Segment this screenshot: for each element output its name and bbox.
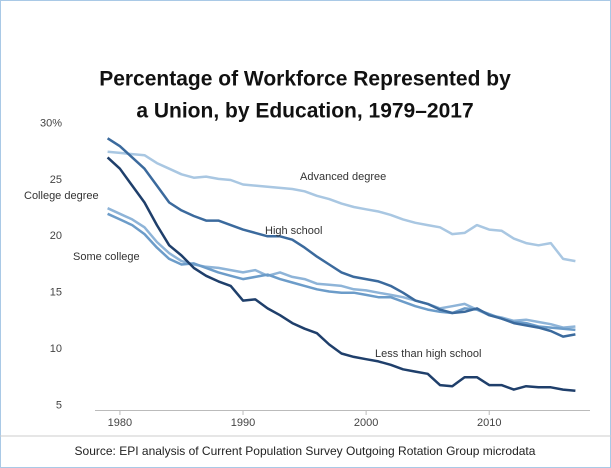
y-tick-label: 25	[50, 174, 62, 186]
series-label: Less than high school	[375, 348, 481, 360]
x-tick-label: 2010	[477, 417, 501, 429]
chart-title: a Union, by Education, 1979–2017	[136, 100, 473, 123]
series-label: High school	[265, 225, 322, 237]
y-tick-label: 30%	[40, 118, 62, 130]
series-line	[107, 150, 576, 263]
y-tick-label: 10	[50, 343, 62, 355]
series-label: Some college	[73, 251, 140, 263]
series-label: College degree	[24, 190, 99, 202]
x-tick-label: 1980	[108, 417, 132, 429]
series-label: Advanced degree	[300, 171, 386, 183]
source: Source: EPI analysis of Current Populati…	[75, 444, 536, 458]
y-tick-label: 5	[56, 399, 62, 411]
chart-title: Percentage of Workforce Represented by	[99, 68, 511, 91]
y-tick-label: 15	[50, 287, 62, 299]
series-line	[106, 156, 576, 392]
x-tick-label: 2000	[354, 417, 378, 429]
series-line	[106, 137, 576, 338]
x-tick-label: 1990	[231, 417, 255, 429]
y-tick-label: 20	[50, 230, 62, 242]
